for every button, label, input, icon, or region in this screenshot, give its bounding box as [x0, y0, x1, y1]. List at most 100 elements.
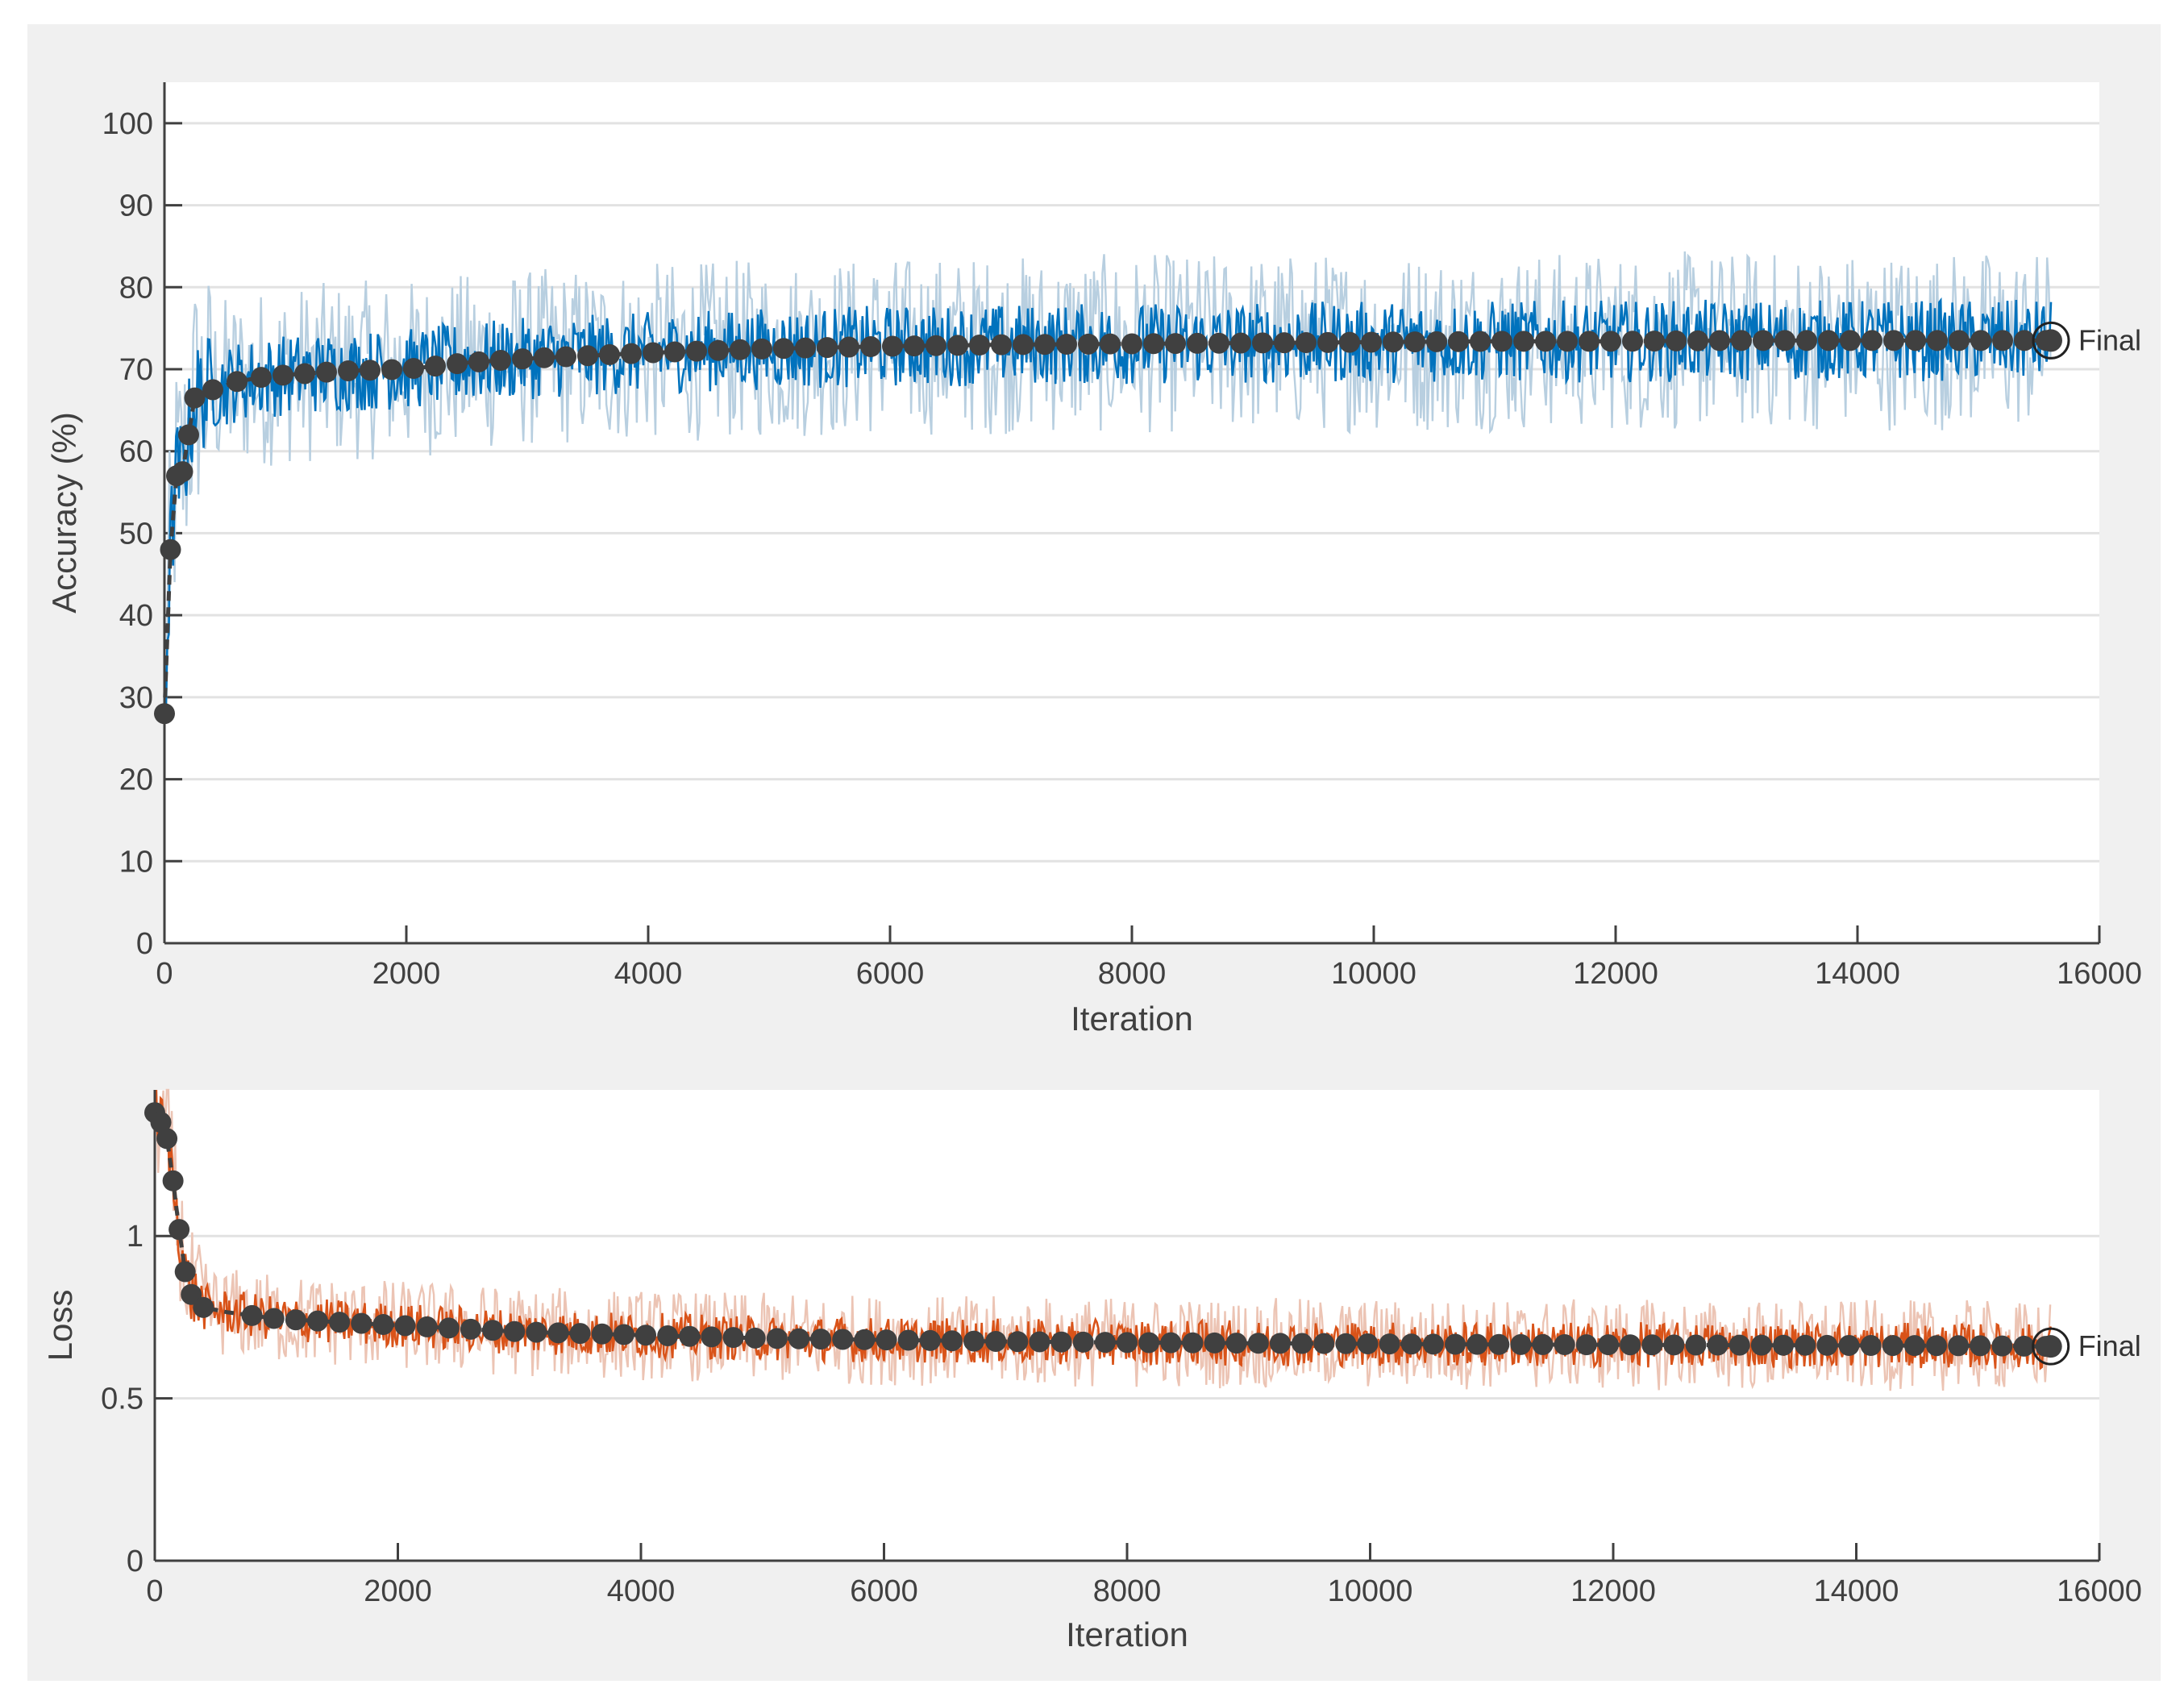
- accuracy-panel: 0 10 20 30 40 50 60 70 80 90 100 0 2000 4000 6000 8000 1…: [45, 82, 2142, 1038]
- loss-x-tick-label: 4000: [607, 1574, 676, 1608]
- accuracy-y-tick-label: 10: [119, 845, 153, 879]
- accuracy-validation-point: [534, 347, 555, 368]
- accuracy-validation-point: [708, 339, 729, 361]
- loss-panel: 0 0.5 1 0 2000 4000 6000 8000 10000 12000 14000 160…: [41, 1088, 2142, 1653]
- loss-validation-point: [876, 1329, 897, 1351]
- loss-x-tick-label: 0: [146, 1574, 163, 1608]
- loss-validation-point: [701, 1326, 722, 1348]
- loss-x-tick-label: 10000: [1328, 1574, 1413, 1608]
- loss-validation-point: [810, 1329, 832, 1350]
- loss-validation-point: [1466, 1333, 1488, 1355]
- loss-validation-point: [854, 1329, 876, 1350]
- accuracy-validation-point: [1687, 330, 1708, 351]
- accuracy-validation-point: [1535, 331, 1556, 352]
- loss-validation-point: [1357, 1333, 1379, 1354]
- accuracy-validation-point: [555, 346, 576, 368]
- accuracy-x-tick-label: 2000: [372, 957, 441, 991]
- accuracy-validation-point: [838, 336, 859, 358]
- accuracy-y-tick-label: 0: [136, 927, 153, 961]
- accuracy-validation-point: [1600, 331, 1621, 352]
- accuracy-validation-point: [1666, 330, 1687, 351]
- accuracy-validation-point: [1448, 331, 1469, 352]
- loss-validation-point: [482, 1320, 504, 1341]
- loss-x-tick-label: 2000: [364, 1574, 432, 1608]
- accuracy-validation-point: [1491, 331, 1512, 352]
- accuracy-validation-point: [381, 359, 402, 381]
- accuracy-validation-point: [773, 338, 794, 360]
- loss-validation-point: [1445, 1333, 1466, 1355]
- loss-validation-point: [1991, 1335, 2013, 1357]
- accuracy-validation-point: [1165, 333, 1186, 355]
- accuracy-validation-point: [1208, 332, 1229, 354]
- accuracy-validation-point: [882, 335, 903, 357]
- accuracy-validation-point: [1970, 330, 1991, 351]
- accuracy-validation-point: [360, 360, 381, 381]
- accuracy-validation-point: [338, 360, 359, 381]
- accuracy-x-tick-label: 12000: [1573, 957, 1658, 991]
- accuracy-validation-point: [202, 379, 223, 401]
- accuracy-validation-point: [577, 345, 598, 367]
- loss-validation-point: [1620, 1334, 1641, 1356]
- accuracy-validation-point: [425, 356, 446, 377]
- accuracy-validation-point: [1252, 332, 1273, 354]
- accuracy-validation-point: [1230, 332, 1251, 354]
- accuracy-validation-point: [272, 364, 293, 386]
- accuracy-final-label: Final: [2078, 323, 2141, 356]
- loss-validation-point: [1029, 1331, 1050, 1353]
- loss-validation-point: [1313, 1333, 1335, 1354]
- accuracy-validation-point: [1949, 330, 1970, 351]
- accuracy-validation-point: [184, 387, 206, 409]
- accuracy-validation-point: [730, 339, 751, 360]
- accuracy-validation-point: [490, 350, 511, 372]
- accuracy-validation-point: [1339, 331, 1360, 353]
- accuracy-x-tick-label: 4000: [614, 957, 683, 991]
- accuracy-y-tick-label: 20: [119, 763, 153, 797]
- loss-validation-point: [1860, 1335, 1882, 1357]
- accuracy-validation-point: [1100, 333, 1121, 355]
- loss-validation-point: [1816, 1334, 1838, 1356]
- loss-validation-point: [1007, 1331, 1029, 1353]
- accuracy-x-tick-label: 14000: [1815, 957, 1900, 991]
- accuracy-validation-point: [1143, 333, 1164, 355]
- accuracy-validation-point: [1513, 331, 1534, 352]
- loss-validation-point: [569, 1323, 591, 1345]
- loss-validation-point: [1970, 1335, 1991, 1357]
- accuracy-validation-point: [1731, 330, 1752, 351]
- accuracy-validation-point: [1274, 332, 1295, 354]
- loss-validation-point: [1728, 1334, 1750, 1356]
- accuracy-validation-point: [468, 351, 489, 372]
- loss-validation-point: [1094, 1332, 1116, 1354]
- accuracy-validation-point: [1579, 331, 1600, 352]
- accuracy-validation-point: [860, 336, 881, 358]
- accuracy-x-axis-title: Iteration: [1071, 1000, 1193, 1038]
- accuracy-validation-point: [1404, 331, 1425, 353]
- accuracy-validation-point: [751, 338, 772, 360]
- accuracy-y-tick-label: 40: [119, 599, 153, 633]
- loss-validation-point: [1597, 1334, 1619, 1356]
- accuracy-validation-point: [643, 342, 664, 364]
- loss-y-tick-label: 0.5: [101, 1383, 144, 1416]
- loss-final-marker-ring: [2032, 1327, 2070, 1366]
- loss-validation-point: [591, 1323, 613, 1345]
- accuracy-validation-point: [403, 358, 424, 380]
- accuracy-validation-point: [172, 461, 193, 483]
- loss-validation-point: [438, 1317, 460, 1339]
- loss-validation-point: [1182, 1332, 1204, 1354]
- loss-validation-point: [722, 1327, 744, 1349]
- accuracy-validation-point: [1557, 331, 1578, 352]
- accuracy-validation-point: [795, 337, 816, 359]
- accuracy-y-tick-label: 50: [119, 517, 153, 551]
- accuracy-validation-point: [251, 367, 272, 389]
- loss-validation-point: [679, 1325, 701, 1347]
- loss-validation-point: [193, 1296, 214, 1318]
- accuracy-validation-point: [1121, 333, 1142, 355]
- loss-validation-point: [1072, 1331, 1094, 1353]
- loss-x-tick-label: 14000: [1814, 1574, 1899, 1608]
- loss-validation-point: [1773, 1334, 1795, 1356]
- loss-validation-point: [1488, 1333, 1510, 1355]
- accuracy-validation-point: [2014, 330, 2035, 351]
- loss-validation-point: [1532, 1333, 1554, 1355]
- accuracy-validation-point: [926, 335, 946, 356]
- loss-validation-point: [372, 1314, 394, 1336]
